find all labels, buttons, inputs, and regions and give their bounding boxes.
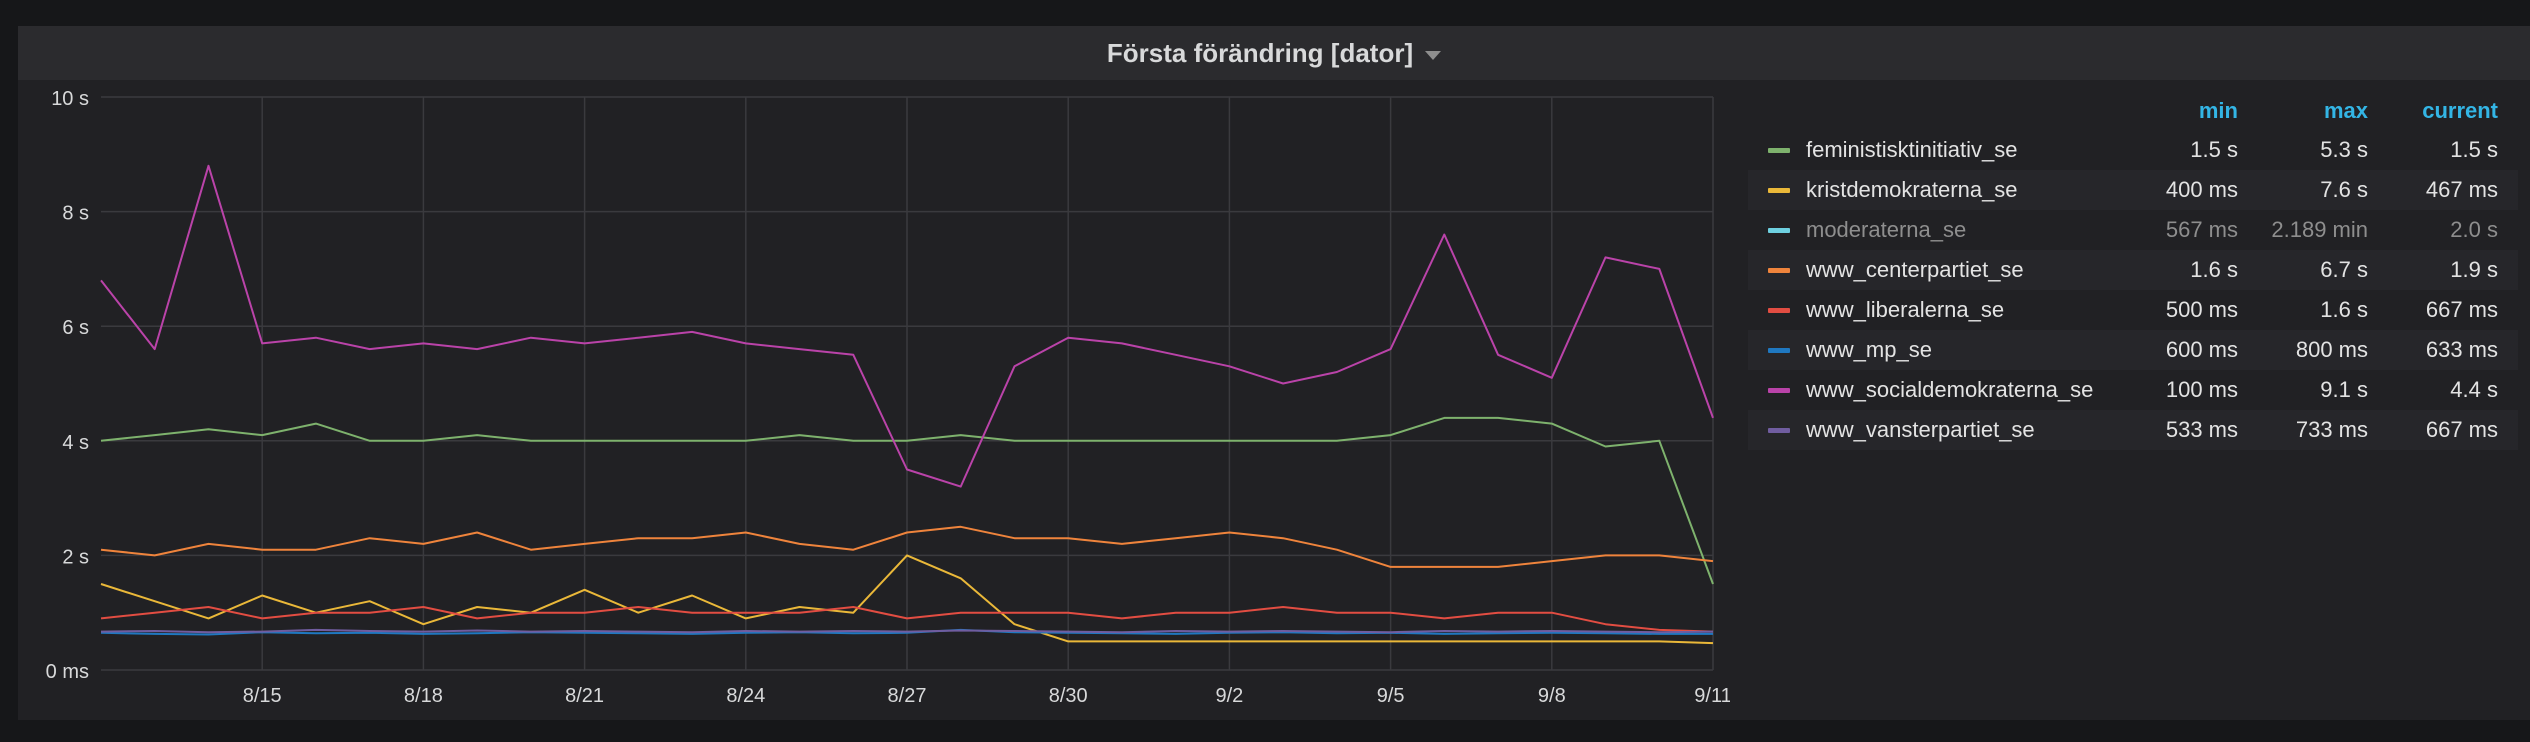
x-tick-label: 8/21 [565,685,604,707]
legend-series-name[interactable]: www_socialdemokraterna_se [1806,377,2094,402]
series-color-swatch[interactable] [1768,428,1790,433]
series-color-swatch[interactable] [1768,388,1790,393]
y-tick-label: 2 s [62,546,89,568]
legend-value-max: 5.3 s [2320,137,2368,162]
legend-value-current: 667 ms [2425,297,2498,322]
legend-value-min: 1.6 s [2190,257,2238,282]
legend-item-www-mp-se[interactable]: www_mp_se 600 ms 800 ms 633 ms [1748,330,2518,370]
legend-series-name[interactable]: www_liberalerna_se [1806,297,2005,322]
legend-value-max: 733 ms [2295,417,2368,442]
legend-item-www-socialdemokraterna-se[interactable]: www_socialdemokraterna_se 100 ms 9.1 s 4.4 … [1748,370,2518,410]
legend-value-max: 800 ms [2295,337,2368,362]
series-color-swatch[interactable] [1768,228,1790,233]
legend-rows: feministisktinitiativ_se 1.5 s 5.3 s 1.5 s k… [1748,130,2518,450]
series-line-www-centerpartiet-se[interactable] [100,525,1714,568]
series-line-feministisktinitiativ-se[interactable] [100,416,1714,585]
series-line-www-socialdemokraterna-se[interactable] [100,164,1714,488]
x-tick-label: 9/8 [1538,685,1566,707]
panel-title-menu[interactable]: Första förändring [dator] [18,26,2530,80]
series-color-swatch[interactable] [1768,308,1790,313]
y-tick-label: 6 s [62,317,89,339]
series-color-swatch[interactable] [1768,188,1790,193]
series-line-www-mp-se[interactable] [100,628,1713,636]
y-axis-ticks: 0 ms 2 s 4 s 6 s 8 s 10 s [46,88,89,683]
legend-header-min[interactable]: min [2198,98,2238,123]
legend-value-max: 7.6 s [2320,177,2368,202]
legend-value-max: 6.7 s [2320,257,2368,282]
legend-value-min: 600 ms [2165,337,2238,362]
caret-down-icon [1425,50,1442,60]
x-axis-ticks: 8/15 8/18 8/21 8/24 8/27 8/30 9/2 9/5 9/8 9/11 [243,685,1730,707]
legend-value-current: 1.9 s [2450,257,2498,282]
legend-item-www-vansterpartiet-se[interactable]: www_vansterpartiet_se 533 ms 733 ms 667 ms [1748,410,2518,450]
x-tick-label: 8/15 [243,685,282,707]
legend-header-current[interactable]: current [2422,98,2498,123]
legend-value-min: 567 ms [2165,217,2238,242]
panel-title-text: Första förändring [dator] [1106,38,1414,68]
legend-value-min: 100 ms [2165,377,2238,402]
legend-header-max[interactable]: max [2323,98,2368,123]
legend-value-max: 1.6 s [2320,297,2368,322]
legend-series-name[interactable]: feministisktinitiativ_se [1806,137,2018,162]
legend-value-current: 633 ms [2425,337,2498,362]
legend-header: min max current [1748,94,2518,130]
y-tick-label: 10 s [51,88,89,110]
legend-value-min: 500 ms [2165,297,2238,322]
legend-value-min: 533 ms [2165,417,2238,442]
graph-panel: Första förändring [dator] 0 ms 2 s 4 s 6 s 8… [18,26,2530,720]
grid-lines [101,96,1714,671]
x-tick-label: 8/18 [404,685,443,707]
legend-value-max: 9.1 s [2320,377,2368,402]
legend-item-feministisktinitiativ-se[interactable]: feministisktinitiativ_se 1.5 s 5.3 s 1.5 s [1748,130,2518,170]
series-lines [100,164,1714,645]
series-color-swatch[interactable] [1768,268,1790,273]
panel-header: Första förändring [dator] [18,26,2530,80]
x-tick-label: 9/11 [1694,685,1730,707]
series-line-www-vansterpartiet-se[interactable] [100,628,1714,634]
legend-item-kristdemokraterna-se[interactable]: kristdemokraterna_se 400 ms 7.6 s 467 ms [1748,170,2518,210]
legend-value-current: 467 ms [2425,177,2498,202]
x-tick-label: 8/24 [726,685,765,707]
legend-series-name[interactable]: moderaterna_se [1806,217,1967,242]
legend-value-current: 4.4 s [2450,377,2498,402]
legend-value-min: 400 ms [2165,177,2238,202]
legend-item-www-liberalerna-se[interactable]: www_liberalerna_se 500 ms 1.6 s 667 ms [1748,290,2518,330]
x-tick-label: 9/2 [1215,685,1243,707]
legend-value-current: 2.0 s [2450,217,2498,242]
legend-value-max: 2.189 min [2271,217,2368,242]
legend-value-current: 1.5 s [2450,137,2498,162]
legend-series-name[interactable]: www_mp_se [1806,337,1932,362]
legend-value-current: 667 ms [2425,417,2498,442]
x-tick-label: 8/27 [888,685,927,707]
legend-item-www-centerpartiet-se[interactable]: www_centerpartiet_se 1.6 s 6.7 s 1.9 s [1748,250,2518,290]
legend-series-name[interactable]: www_vansterpartiet_se [1806,417,2035,442]
legend-series-name[interactable]: www_centerpartiet_se [1806,257,2024,282]
series-line-kristdemokraterna-se[interactable] [100,554,1714,645]
series-color-swatch[interactable] [1768,348,1790,353]
legend-series-name[interactable]: kristdemokraterna_se [1806,177,2018,202]
y-tick-label: 4 s [62,432,89,454]
legend-item-moderaterna-se[interactable]: moderaterna_se 567 ms 2.189 min 2.0 s [1748,210,2518,250]
legend-table: min max current feministisktinitiativ_se… [1748,94,2518,450]
legend-value-min: 1.5 s [2190,137,2238,162]
x-tick-label: 8/30 [1049,685,1088,707]
y-tick-label: 8 s [62,203,89,225]
x-tick-label: 9/5 [1377,685,1405,707]
series-line-www-liberalerna-se[interactable] [100,606,1714,633]
y-tick-label: 0 ms [46,661,89,683]
chart-plot[interactable]: 0 ms 2 s 4 s 6 s 8 s 10 s 8/15 8/18 8/21 8/24 8/2… [18,26,1730,720]
series-color-swatch[interactable] [1768,148,1790,153]
